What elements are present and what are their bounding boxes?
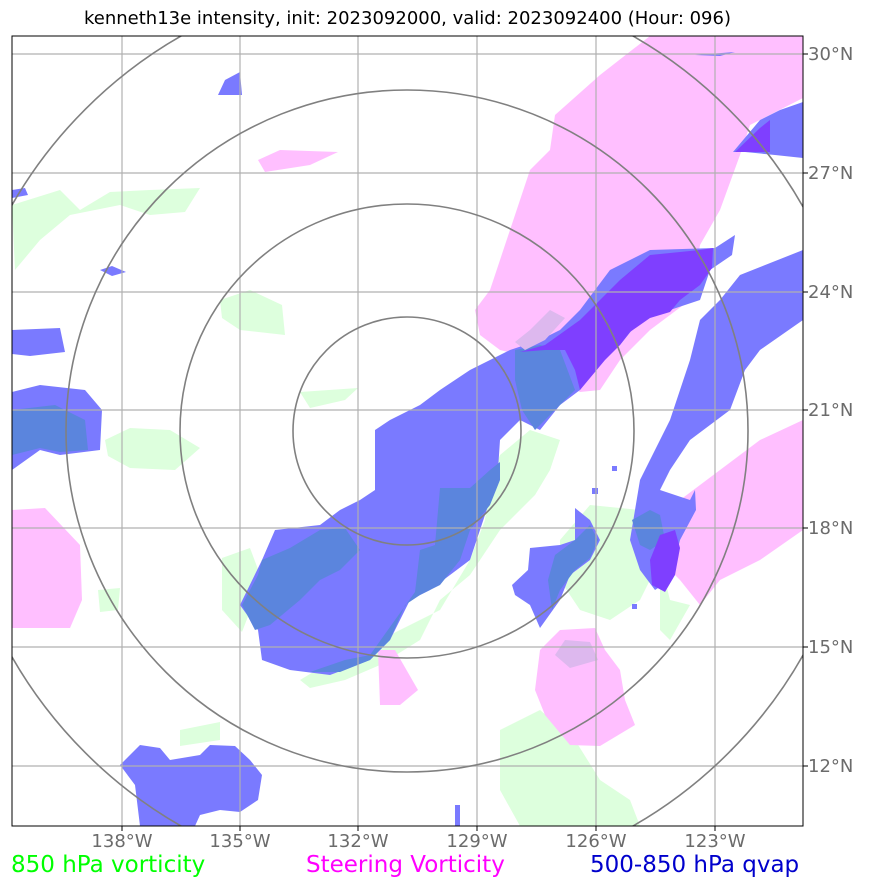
lat-label-24n: 24°N <box>808 282 853 303</box>
lon-label-138w: 138°W <box>91 831 152 852</box>
map-title: kenneth13e intensity, init: 2023092000, … <box>84 8 731 29</box>
legend-qvap: 500-850 hPa qvap <box>590 852 800 878</box>
lon-label-126w: 126°W <box>565 831 626 852</box>
legend-steering-vorticity: Steering Vorticity <box>306 852 505 878</box>
lat-label-12n: 12°N <box>808 756 853 777</box>
lat-ticks <box>803 53 808 767</box>
map-frame <box>11 35 804 827</box>
legend-850-vorticity: 850 hPa vorticity <box>11 852 206 878</box>
lon-label-129w: 129°W <box>446 831 507 852</box>
lon-label-132w: 132°W <box>327 831 388 852</box>
lon-label-123w: 123°W <box>684 831 745 852</box>
lat-label-30n: 30°N <box>808 44 853 65</box>
lat-label-27n: 27°N <box>808 163 853 184</box>
overlap-layer <box>12 120 770 672</box>
lon-ticks <box>121 826 716 831</box>
lat-label-21n: 21°N <box>808 400 853 421</box>
lat-label-15n: 15°N <box>808 637 853 658</box>
lat-label-18n: 18°N <box>808 518 853 539</box>
lon-label-135w: 135°W <box>209 831 270 852</box>
